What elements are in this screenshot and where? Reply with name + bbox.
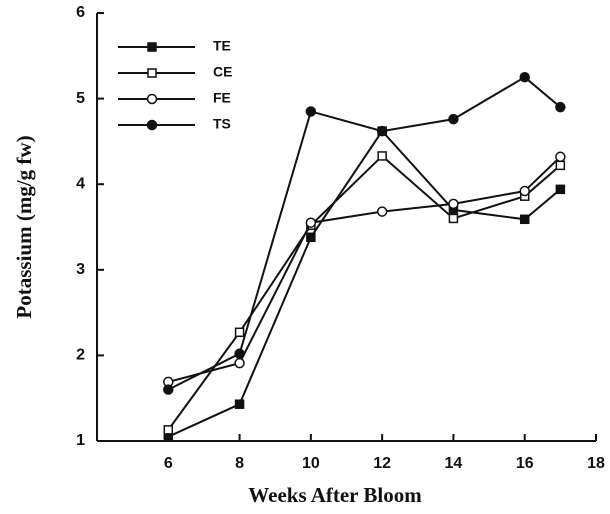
marker bbox=[147, 68, 157, 78]
legend-label: CE bbox=[213, 64, 232, 80]
legend-label: FE bbox=[213, 90, 231, 106]
marker bbox=[519, 185, 530, 197]
marker bbox=[147, 42, 157, 52]
x-tick-label: 6 bbox=[164, 455, 173, 472]
marker bbox=[448, 113, 459, 125]
y-tick-label: 5 bbox=[76, 90, 85, 107]
x-tick-label: 10 bbox=[302, 455, 320, 472]
marker bbox=[555, 160, 566, 171]
marker bbox=[305, 106, 317, 117]
x-tick-label: 12 bbox=[373, 455, 391, 472]
marker bbox=[163, 425, 174, 435]
marker bbox=[519, 71, 530, 83]
legend-label: TS bbox=[213, 116, 231, 132]
marker bbox=[376, 125, 388, 137]
marker bbox=[146, 119, 158, 131]
marker bbox=[146, 93, 158, 105]
marker bbox=[448, 213, 459, 224]
x-tick-label: 8 bbox=[235, 455, 244, 472]
x-axis-label: Weeks After Bloom bbox=[248, 483, 422, 507]
marker bbox=[555, 101, 566, 113]
marker bbox=[519, 214, 530, 225]
marker bbox=[555, 151, 566, 163]
y-tick-label: 3 bbox=[76, 261, 85, 278]
legend-label: TE bbox=[213, 38, 231, 54]
marker bbox=[377, 151, 387, 161]
marker bbox=[305, 217, 317, 228]
marker bbox=[163, 384, 174, 395]
marker bbox=[376, 206, 388, 217]
x-tick-label: 14 bbox=[445, 455, 463, 472]
series-line bbox=[167, 129, 562, 438]
x-tick-label: 18 bbox=[587, 455, 605, 472]
marker bbox=[234, 357, 245, 369]
marker bbox=[234, 327, 245, 338]
y-tick-label: 4 bbox=[76, 175, 85, 192]
marker bbox=[234, 348, 245, 359]
marker bbox=[555, 184, 566, 195]
y-tick-label: 2 bbox=[76, 347, 85, 364]
marker bbox=[448, 198, 459, 210]
y-axis-label: Potassium (mg/g fw) bbox=[12, 135, 36, 318]
series-line bbox=[167, 154, 562, 431]
x-tick-label: 16 bbox=[516, 455, 534, 472]
marker bbox=[306, 232, 316, 243]
y-tick-label: 6 bbox=[76, 4, 85, 21]
marker bbox=[234, 399, 245, 409]
y-tick-label: 1 bbox=[76, 432, 85, 449]
